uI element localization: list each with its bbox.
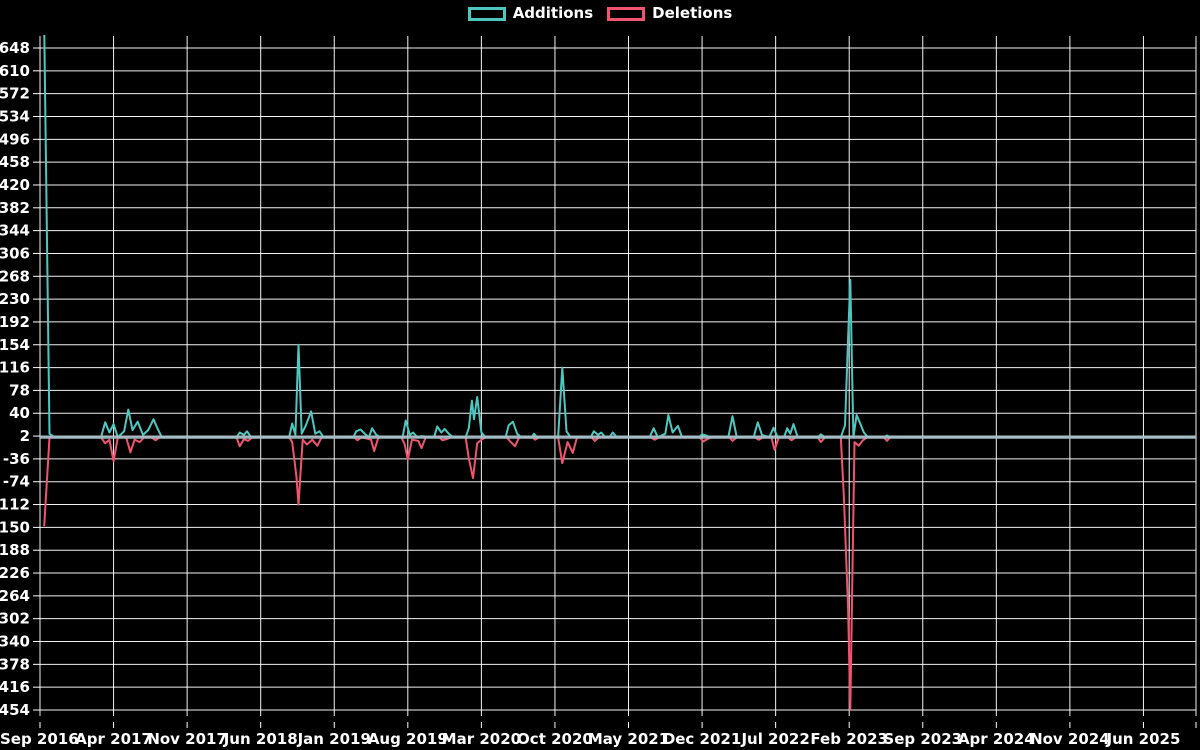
x-tick-label: Sep 2023 [883,730,962,748]
y-tick-label: 610 [0,62,30,80]
y-tick-label: 534 [0,107,30,125]
y-tick-label: 420 [0,176,30,194]
legend-item-additions[interactable]: Additions [467,4,594,22]
x-tick-label: Jun 2025 [1105,730,1180,748]
y-tick-label: 382 [0,199,30,217]
y-tick-label: 572 [0,85,30,103]
y-tick-label: 268 [0,267,30,285]
y-tick-label: 2 [20,427,30,445]
y-tick-label: 154 [0,336,30,354]
y-tick-label: -74 [3,473,30,491]
y-tick-label: -226 [0,564,30,582]
additions-swatch-icon [467,6,506,21]
x-tick-label: Apr 2024 [958,730,1035,748]
deletions-line [43,436,1196,711]
y-tick-label: 496 [0,130,30,148]
y-tick-label: -150 [0,518,30,536]
x-tick-label: Oct 2020 [517,730,593,748]
x-tick-label: Aug 2019 [368,730,448,748]
x-tick-label: Mar 2020 [442,730,521,748]
y-tick-label: 192 [0,313,30,331]
x-tick-label: Sep 2016 [0,730,79,748]
y-tick-label: -416 [0,678,30,696]
y-tick-label: -112 [0,496,30,514]
y-tick-label: -454 [0,701,30,719]
y-tick-label: 648 [0,39,30,57]
y-tick-label: -302 [0,610,30,628]
x-tick-label: Dec 2021 [663,730,742,748]
y-tick-label: 116 [0,359,30,377]
y-tick-label: -264 [0,587,30,605]
x-tick-label: Jul 2022 [740,730,809,748]
y-tick-label: 306 [0,244,30,262]
x-tick-label: Apr 2017 [75,730,152,748]
x-tick-label: May 2021 [588,730,669,748]
y-tick-label: 78 [9,381,30,399]
x-tick-label: Nov 2017 [147,730,227,748]
chart-legend: Additions Deletions [0,6,1200,21]
legend-label-additions: Additions [512,4,594,22]
y-tick-label: 344 [0,222,30,240]
legend-label-deletions: Deletions [652,4,733,22]
y-tick-label: -378 [0,655,30,673]
deletions-swatch-icon [607,6,646,21]
x-tick-label: Nov 2024 [1030,730,1110,748]
y-tick-label: -340 [0,633,30,651]
y-tick-label: -188 [0,541,30,559]
y-tick-label: 40 [9,404,30,422]
y-tick-label: 230 [0,290,30,308]
x-tick-label: Jun 2018 [223,730,298,748]
x-tick-label: Jan 2019 [297,730,371,748]
x-tick-label: Feb 2023 [810,730,888,748]
y-tick-label: 458 [0,153,30,171]
y-tick-label: -36 [3,450,30,468]
additions-line [43,35,1196,439]
legend-item-deletions[interactable]: Deletions [607,6,732,21]
